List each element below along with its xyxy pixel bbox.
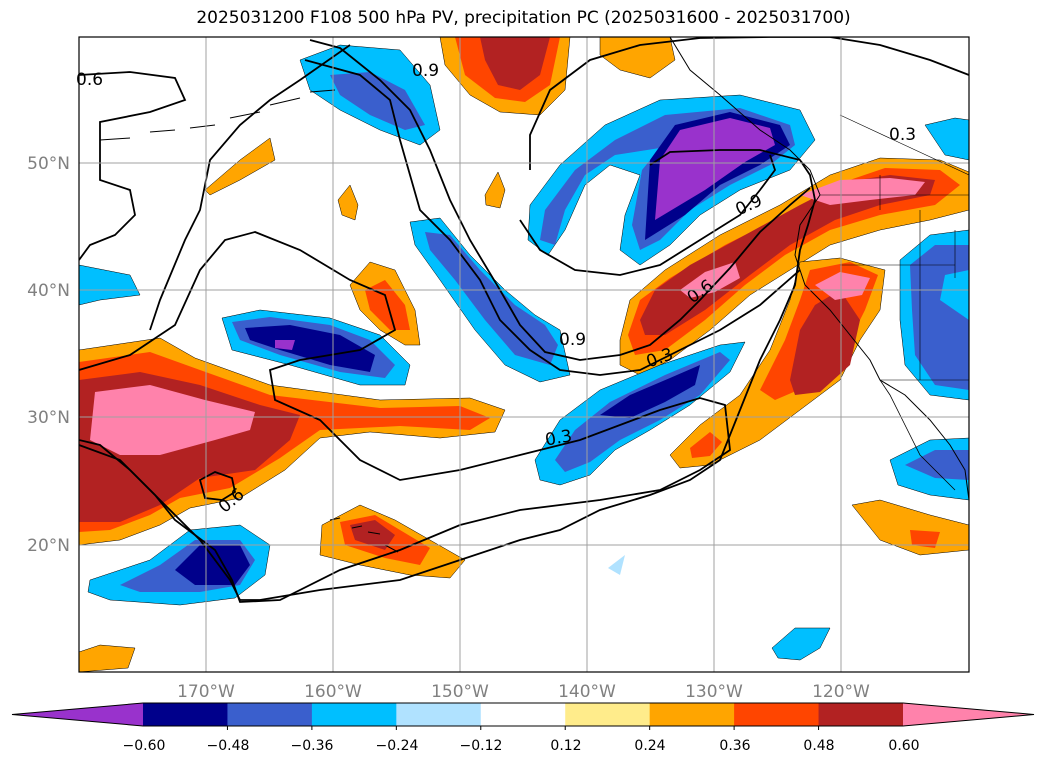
pos-blob-bottom-left <box>79 644 136 672</box>
neg-band-150w-036 <box>425 232 558 365</box>
pv-contour-small-loop <box>198 471 237 501</box>
colorbar-extend-max <box>903 703 1034 726</box>
coastline-north-america <box>669 37 969 501</box>
colorbar-segment <box>396 703 482 726</box>
neg-blob-160w-060 <box>275 340 295 350</box>
neg-blob-160w-048 <box>245 325 375 372</box>
neg-blob-right-1-036 <box>910 245 969 390</box>
pos-blob-baja-048 <box>790 290 860 395</box>
gridlines <box>79 37 969 672</box>
pos-band-pacific-060 <box>90 385 255 455</box>
pv-contour-east <box>529 37 969 170</box>
neg-blob-right-3-036 <box>905 450 969 480</box>
colorbar-segment <box>143 703 228 726</box>
lat-labels: 50°N 40°N 30°N 20°N <box>27 154 70 556</box>
lat-label: 20°N <box>27 536 70 556</box>
pv-contour-east-2 <box>519 154 777 276</box>
neg-blob-small-1 <box>771 627 831 661</box>
lat-label: 50°N <box>27 154 70 174</box>
lat-label: 40°N <box>27 281 70 301</box>
pv-contour-trough-2 <box>304 59 801 376</box>
colorbar <box>11 702 1035 730</box>
contour-label: 0.9 <box>559 330 586 350</box>
colorbar-tick-label: 0.36 <box>719 738 750 754</box>
neg-blob-south-048 <box>175 545 250 585</box>
colorbar-segment <box>565 703 651 726</box>
lon-labels: 170°W 160°W 150°W 140°W 130°W 120°W <box>177 682 870 702</box>
lon-label: 160°W <box>304 682 362 702</box>
colorbar-segment <box>480 703 566 726</box>
contour-label: 0.3 <box>544 426 574 450</box>
neg-blob-small-2 <box>608 555 625 575</box>
pos-blob-small-2 <box>337 184 359 221</box>
colorbar-tick-label: 0.60 <box>888 738 919 754</box>
colorbar-segment <box>311 703 397 726</box>
neg-blob-right-2 <box>924 117 969 161</box>
state-borders <box>820 114 969 381</box>
lon-label: 170°W <box>177 682 235 702</box>
pv-contour-outer <box>79 71 187 261</box>
colorbar-segment <box>227 703 313 726</box>
pos-blob-small-1 <box>204 137 276 196</box>
colorbar-segment <box>818 703 904 726</box>
colorbar-tick-label: −0.60 <box>123 738 166 754</box>
neg-blob-left-edge <box>79 264 141 306</box>
lon-label: 140°W <box>558 682 616 702</box>
pv-contour-09-main <box>79 149 816 601</box>
colorbar-tick-label: 0.12 <box>550 738 581 754</box>
colorbar-extend-min <box>12 703 143 726</box>
colorbar-tick-label: 0.24 <box>634 738 665 754</box>
aleutian-islands <box>99 89 336 141</box>
lon-label: 150°W <box>431 682 489 702</box>
colorbar-tick-label: −0.48 <box>207 738 250 754</box>
contour-label: 0.9 <box>412 61 439 81</box>
pv-contour-trough <box>309 39 811 361</box>
neg-horseshoe-060 <box>655 118 775 220</box>
pos-band-coast-036 <box>628 168 960 355</box>
colorbar-tick-labels: −0.60 −0.48 −0.36 −0.24 −0.12 0.12 0.24 … <box>123 738 920 754</box>
colorbar-tick-label: −0.24 <box>376 738 419 754</box>
neg-band-135w-048 <box>600 365 700 418</box>
pos-blob-north-048 <box>480 37 550 90</box>
colorbar-tick-label: −0.36 <box>291 738 334 754</box>
colorbar-tick-label: 0.48 <box>803 738 834 754</box>
pv-contour-inner-loop <box>149 44 351 331</box>
coastline-baja <box>879 379 956 491</box>
colorbar-segment <box>649 703 735 726</box>
pos-blob-hawaii-core <box>350 520 395 550</box>
hawaii-islands <box>329 517 399 553</box>
pos-blob-baja-060 <box>815 272 870 300</box>
map-frame <box>78 36 970 673</box>
map-title: 2025031200 F108 500 hPa PV, precipitatio… <box>196 8 851 28</box>
colorbar-segment <box>734 703 820 726</box>
contour-label: 0.6 <box>76 70 103 90</box>
pos-band-coast-060-b <box>680 262 740 298</box>
contour-label: 0.3 <box>889 125 916 145</box>
colorbar-outline <box>11 702 1035 727</box>
lat-label: 30°N <box>27 408 70 428</box>
pos-blob-right-20n-036 <box>910 530 940 548</box>
neg-blob-north-036 <box>330 72 425 130</box>
pos-band-coast-060-a <box>800 178 925 205</box>
pos-blob-right-20n <box>851 499 969 556</box>
pos-blob-small-3 <box>484 171 506 209</box>
lon-label: 130°W <box>685 682 743 702</box>
colorbar-tick-label: −0.12 <box>460 738 503 754</box>
pos-blob-top-coast <box>599 37 676 79</box>
lon-label: 120°W <box>812 682 870 702</box>
